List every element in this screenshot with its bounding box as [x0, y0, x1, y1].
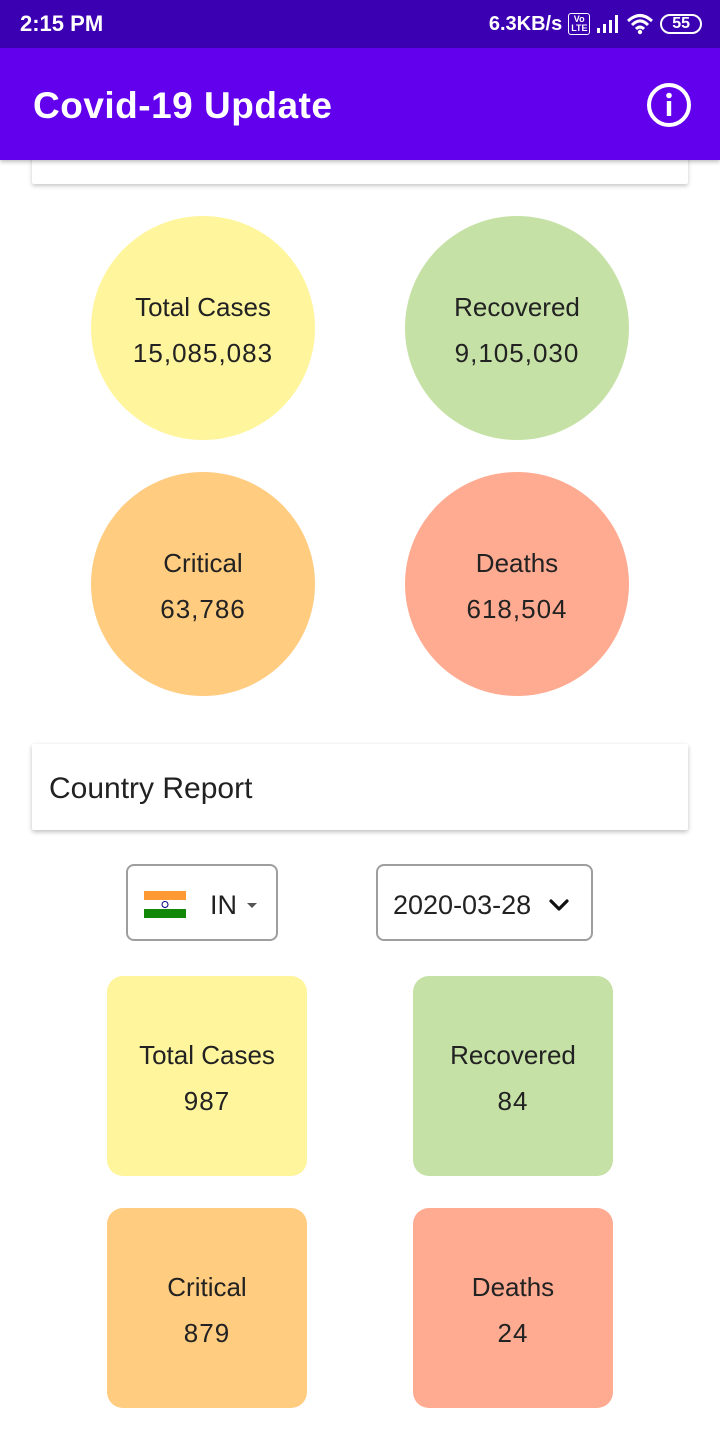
wifi-icon: [627, 14, 654, 35]
stat-value: 63,786: [160, 594, 246, 624]
stat-label: Total Cases: [139, 1040, 275, 1070]
country-deaths-tile: Deaths 24: [413, 1208, 613, 1408]
chevron-down-icon: [549, 899, 569, 911]
stat-label: Deaths: [471, 1272, 555, 1302]
country-picker[interactable]: IN: [126, 864, 278, 941]
battery-indicator: 55: [660, 14, 702, 34]
caret-down-icon: [247, 903, 257, 908]
global-total-cases-circle: Total Cases 15,085,083: [91, 216, 315, 440]
global-recovered-circle: Recovered 9,105,030: [405, 216, 629, 440]
info-icon[interactable]: [646, 82, 692, 128]
stat-label: Deaths: [475, 548, 559, 578]
app-bar: Covid-19 Update: [0, 48, 720, 160]
stat-value: 879: [183, 1318, 231, 1348]
india-flag-icon: [144, 891, 186, 918]
country-critical-tile: Critical 879: [107, 1208, 307, 1408]
country-recovered-tile: Recovered 84: [413, 976, 613, 1176]
country-code: IN: [210, 890, 237, 920]
app-title: Covid-19 Update: [33, 85, 333, 126]
date-picker[interactable]: 2020-03-28: [376, 864, 593, 941]
stat-value: 618,504: [466, 594, 568, 624]
global-deaths-circle: Deaths 618,504: [405, 472, 629, 696]
global-critical-circle: Critical 63,786: [91, 472, 315, 696]
country-report-card: Country Report: [32, 744, 688, 830]
stat-value: 24: [497, 1318, 529, 1348]
stat-value: 987: [183, 1086, 231, 1116]
stat-value: 9,105,030: [454, 338, 580, 368]
stat-value: 15,085,083: [132, 338, 274, 368]
stat-label: Recovered: [450, 1040, 576, 1070]
network-speed: 6.3KB/s: [488, 12, 563, 35]
volte-icon: Vo LTE: [568, 13, 591, 35]
country-report-title: Country Report: [49, 772, 253, 805]
selected-date: 2020-03-28: [393, 890, 532, 920]
stat-value: 84: [497, 1086, 529, 1116]
signal-icon: [597, 15, 619, 33]
status-time: 2:15 PM: [20, 11, 104, 36]
stat-label: Critical: [167, 1272, 247, 1302]
stat-label: Total Cases: [135, 292, 271, 322]
stat-label: Recovered: [454, 292, 580, 322]
country-total-cases-tile: Total Cases 987: [107, 976, 307, 1176]
status-indicators: 6.3KB/s Vo LTE 55: [489, 10, 702, 38]
status-bar: 2:15 PM 6.3KB/s Vo LTE 55: [0, 0, 720, 48]
stat-label: Critical: [163, 548, 243, 578]
